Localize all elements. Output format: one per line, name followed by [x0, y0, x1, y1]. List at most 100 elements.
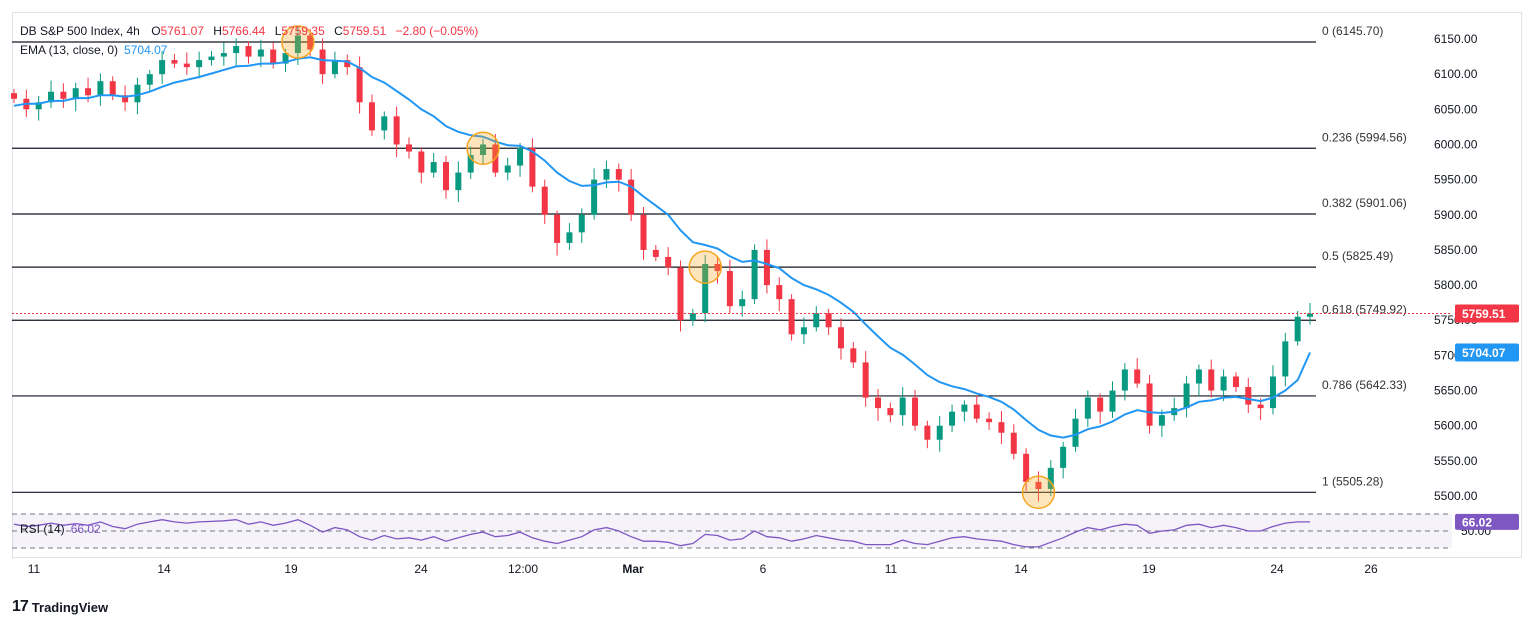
candle-body: [1010, 432, 1017, 454]
candle-body: [418, 151, 425, 173]
ema-badge-bg: [1455, 343, 1519, 362]
price-badges: 5759.51 5704.07 66.02: [1455, 304, 1519, 530]
candle-body: [875, 397, 881, 409]
y-tick-label: 6150.00: [1434, 32, 1478, 46]
candle-body: [566, 232, 573, 243]
candle-body: [788, 299, 795, 335]
candle-body: [1134, 369, 1141, 384]
candle-body: [652, 249, 659, 257]
candle-body: [1097, 397, 1104, 412]
y-tick-label: 5800.00: [1434, 278, 1478, 292]
candle-body: [1072, 418, 1079, 447]
fib-level-label: 0.382 (5901.06): [1322, 196, 1407, 210]
rsi-badge-label: 66.02: [1462, 515, 1492, 529]
x-tick-label: 11: [885, 562, 898, 576]
candle-body: [1121, 369, 1128, 391]
candle-body: [628, 179, 635, 215]
open-value: 5761.07: [160, 24, 204, 38]
last-price-badge-bg: [1455, 304, 1519, 323]
x-tick-label: Mar: [622, 562, 644, 576]
highlight-circle: [281, 25, 315, 59]
candle-body: [1109, 390, 1116, 412]
candle-body: [196, 60, 203, 68]
candle-body: [146, 74, 153, 85]
chart-frame: [12, 12, 1522, 558]
candle-body: [1257, 404, 1264, 409]
x-tick-label: 19: [284, 562, 298, 576]
candle-body: [1269, 376, 1276, 409]
brand-name: TradingView: [31, 599, 109, 615]
candlestick-series: [11, 26, 1313, 502]
x-tick-label: 12:00: [508, 562, 538, 576]
candle-body: [455, 172, 462, 191]
candle-body: [1047, 467, 1054, 489]
candle-body: [702, 263, 709, 314]
candle-body: [48, 91, 55, 103]
candle-body: [393, 116, 400, 145]
candle-body: [220, 53, 227, 57]
candle-body: [961, 404, 968, 412]
fib-level-label: 0.236 (5994.56): [1322, 130, 1407, 144]
candle-body: [443, 162, 449, 191]
rsi-label: RSI (14): [20, 522, 65, 536]
candle-body: [578, 214, 585, 233]
rsi-line: [13, 519, 1310, 548]
rsi-legend[interactable]: RSI (14) 66.02: [20, 522, 107, 536]
y-tick-label: 5950.00: [1434, 173, 1478, 187]
y-tick-label: 5850.00: [1434, 243, 1478, 257]
candle-body: [294, 35, 301, 54]
x-tick-label: 14: [1014, 562, 1028, 576]
candle-body: [1060, 446, 1067, 468]
candle-body: [85, 88, 92, 96]
candle-body: [973, 404, 980, 419]
candle-body: [1183, 383, 1190, 409]
candle-body: [1282, 341, 1289, 377]
candle-body: [245, 46, 252, 57]
highlight-circle: [466, 131, 500, 166]
x-tick-label: 6: [760, 562, 767, 576]
ohlc-header: DB S&P 500 Index, 4h O5761.07 H5766.44 L…: [20, 24, 478, 38]
ema-legend[interactable]: EMA (13, close, 0) 5704.07: [20, 43, 173, 57]
x-tick-label: 19: [1142, 562, 1156, 576]
candle-body: [887, 408, 894, 416]
candle-body: [35, 102, 42, 110]
rsi-badge-bg: [1455, 513, 1519, 530]
candle-body: [171, 60, 178, 64]
candle-body: [924, 425, 931, 440]
candle-body: [1208, 369, 1215, 391]
candle-body: [504, 165, 511, 173]
candle-body: [899, 397, 906, 416]
y-tick-label: 5500.00: [1434, 489, 1478, 503]
candle-body: [1146, 383, 1153, 426]
close-label: C: [334, 24, 343, 38]
tradingview-brand[interactable]: 17 TradingView: [12, 598, 108, 616]
y-tick-label: 5650.00: [1434, 384, 1478, 398]
candle-body: [998, 422, 1005, 433]
candle-body: [1158, 415, 1165, 426]
high-value: 5766.44: [221, 24, 266, 38]
candle-body: [208, 56, 215, 61]
change-value: −2.80 (−0.05%): [395, 24, 479, 38]
candle-body: [529, 147, 536, 187]
candle-body: [1245, 387, 1252, 405]
candle-body: [282, 53, 289, 64]
highlight-circle: [1021, 475, 1056, 510]
candle-body: [257, 49, 264, 57]
fibonacci-levels: 0 (6145.70) 0.236 (5994.56) 0.382 (5901.06…: [12, 24, 1407, 493]
ema-label: EMA (13, close, 0): [20, 43, 119, 57]
candle-body: [677, 267, 684, 321]
y-tick-label: 5900.00: [1434, 208, 1478, 222]
ema-badge-label: 5704.07: [1462, 346, 1506, 360]
open-label: O: [151, 24, 161, 38]
candle-body: [331, 60, 338, 75]
candle-body: [356, 67, 363, 103]
symbol-title[interactable]: DB S&P 500 Index, 4h: [20, 24, 140, 38]
highlight-circles: [281, 25, 1056, 510]
candle-body: [912, 397, 919, 426]
candle-body: [405, 144, 412, 152]
candle-body: [60, 91, 67, 99]
last-price-badge-label: 5759.51: [1462, 307, 1506, 321]
close-value: 5759.51: [342, 24, 387, 38]
candle-body: [739, 299, 746, 307]
